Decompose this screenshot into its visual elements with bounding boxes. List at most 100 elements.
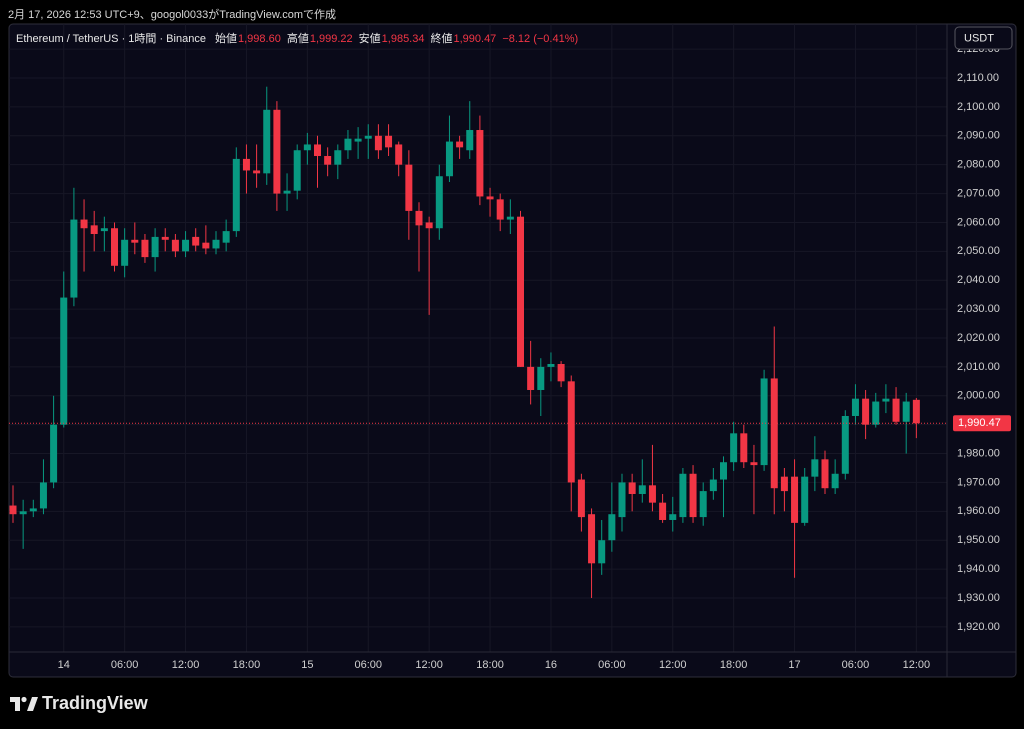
candle-body (618, 482, 626, 518)
last-price-label: 1,990.47 (958, 417, 1001, 429)
y-tick-label: 1,940.00 (957, 563, 1000, 575)
candle-body (841, 415, 849, 474)
x-tick-label: 12:00 (415, 659, 443, 671)
candle-body (131, 239, 139, 243)
candle-body (882, 398, 890, 402)
last-price-box (953, 415, 1011, 432)
candle-body (232, 158, 240, 232)
candle-body (588, 514, 596, 564)
candle-body (557, 363, 565, 382)
candle-body (385, 135, 393, 148)
x-tick-label: 18:00 (476, 659, 504, 671)
y-tick-label: 2,020.00 (957, 332, 1000, 344)
logo-mark (27, 697, 38, 711)
candle-body (263, 109, 271, 174)
candle-body (496, 199, 504, 220)
candle-body (141, 239, 149, 258)
candle-body (669, 514, 677, 520)
y-tick-label: 1,950.00 (957, 534, 1000, 546)
brand[interactable]: TradingView (42, 693, 149, 713)
candle-body (780, 476, 788, 492)
candle-body (354, 138, 362, 142)
candle-body (161, 236, 169, 240)
candle-body (314, 144, 321, 157)
candle-body (324, 156, 332, 165)
x-tick-label: 14 (58, 659, 70, 671)
candle-body (171, 239, 179, 252)
y-tick-label: 2,090.00 (957, 130, 1000, 142)
candle-body (283, 190, 291, 194)
candle-body (435, 176, 443, 229)
y-tick-label: 2,110.00 (957, 72, 999, 84)
candle-body (9, 505, 17, 515)
y-tick-label: 2,030.00 (957, 303, 1000, 315)
currency[interactable]: USDT (964, 32, 994, 44)
candle-body (730, 433, 738, 463)
candle-body (80, 219, 88, 229)
candle-body (912, 399, 920, 424)
candle-body (872, 401, 880, 425)
caption: 2月 17, 2026 12:53 UTC+9、googol0033がTradi… (8, 9, 337, 21)
candle-body (445, 141, 453, 177)
candle-body (527, 366, 535, 390)
candle-body (111, 228, 118, 266)
candle-body (100, 228, 108, 232)
candle-body (689, 473, 697, 518)
candle-body (405, 164, 413, 211)
candle-body (466, 130, 474, 151)
symbol-legend: Ethereum / TetherUS · 1時間 · Binance 始値1,… (16, 30, 584, 46)
symbol: Ethereum / TetherUS · 1時間 · Binance (16, 33, 206, 45)
candle-body (760, 378, 768, 466)
candle-body (679, 473, 687, 518)
candle-body (90, 225, 98, 235)
currency-box[interactable] (954, 26, 1013, 50)
ohlc-value: 1,998.60 (238, 33, 281, 45)
candle-body (182, 239, 190, 252)
currency-button[interactable]: USDT (954, 26, 1013, 50)
x-tick-label: 12:00 (659, 659, 687, 671)
candle-body (638, 485, 646, 494)
candle-body (374, 135, 382, 151)
x-tick-label: 12:00 (172, 659, 200, 671)
candle-body (364, 135, 372, 139)
x-tick-label: 17 (788, 659, 800, 671)
y-tick-label: 2,010.00 (957, 361, 1000, 373)
candle-body (547, 363, 555, 367)
candle-body (577, 479, 585, 518)
candle-body (709, 479, 717, 492)
ohlc-value: 1,990.47 (453, 33, 497, 45)
candle-body (425, 222, 433, 229)
candle-body (476, 130, 484, 197)
candle-body (456, 141, 464, 148)
candle-body (801, 476, 809, 523)
axes: 1,920.00 1,930.00 1,940.00 1,950.00 1,960.00… (58, 43, 1011, 671)
candle-body (598, 540, 606, 564)
candle-body (212, 239, 220, 249)
candle-body (293, 150, 301, 191)
candle-body (39, 482, 47, 509)
candle-body (60, 297, 68, 425)
y-tick-label: 1,960.00 (957, 505, 1000, 517)
logo-mark (10, 697, 20, 711)
y-tick-label: 2,100.00 (957, 101, 1000, 113)
y-tick-label: 1,980.00 (957, 447, 1000, 459)
candle-body (253, 170, 261, 174)
candle-body (303, 144, 311, 151)
candle-body (740, 433, 748, 463)
y-tick-label: 1,930.00 (957, 592, 1000, 604)
candle-body (50, 424, 58, 483)
candle-body (192, 236, 200, 246)
candle-body (659, 502, 667, 520)
x-tick-label: 15 (301, 659, 313, 671)
y-tick-label: 2,070.00 (957, 187, 1000, 199)
chart-panel (8, 23, 1017, 678)
candle-body (19, 511, 27, 515)
candle-body (608, 514, 616, 541)
brand-logo[interactable]: TradingView (10, 693, 149, 713)
candle-body (791, 476, 799, 523)
ohlc-key: 安値 (358, 33, 381, 45)
candle-body (811, 459, 819, 477)
candle-body (862, 398, 870, 425)
ohlc-value: 1,999.22 (309, 33, 353, 45)
